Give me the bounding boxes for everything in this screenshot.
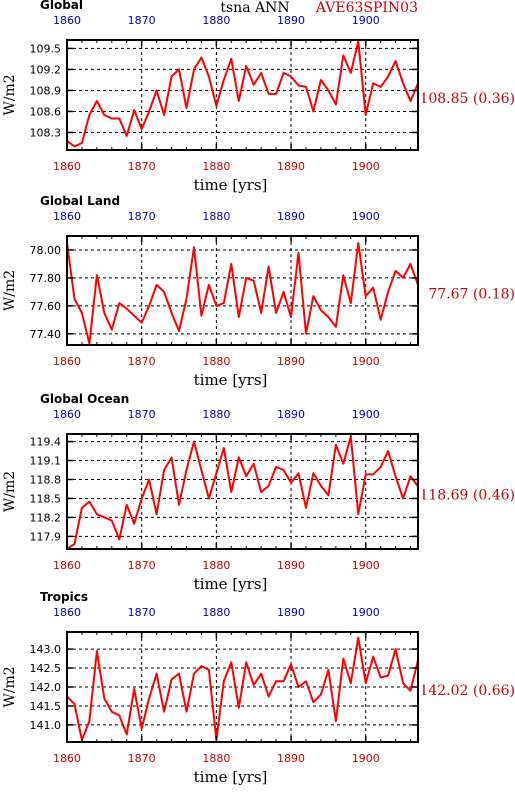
data-series-line: [66, 636, 419, 742]
y-axis-title: W/m2: [2, 270, 18, 311]
bottom-tick-label: 1890: [277, 355, 305, 368]
y-tick-label: 143.0: [30, 643, 62, 656]
top-tick-label: 1900: [352, 14, 380, 27]
y-axis-title: W/m2: [2, 666, 18, 707]
panel-title: Tropics: [40, 590, 88, 604]
figure-title: tsna ANN: [220, 0, 289, 16]
y-tick-label: 117.9: [30, 530, 62, 543]
bottom-tick-label: 1880: [202, 355, 230, 368]
run-id-label: AVE63SPIN03: [315, 0, 418, 16]
bottom-tick-label: 1890: [277, 160, 305, 173]
stats-clip-mask: [419, 481, 423, 506]
top-tick-label: 1900: [352, 210, 380, 223]
bottom-tick-label: 1880: [202, 752, 230, 765]
bottom-tick-label: 1880: [202, 559, 230, 572]
top-tick-label: 1880: [202, 210, 230, 223]
plot-frame: [66, 433, 419, 550]
top-tick-label: 1880: [202, 14, 230, 27]
top-tick-label: 1880: [202, 408, 230, 421]
data-series-line: [66, 242, 419, 345]
mean-std-label: 142.02 (0.66): [419, 683, 515, 699]
y-tick-label: 108.6: [30, 105, 62, 118]
top-tick-label: 1870: [128, 210, 156, 223]
y-tick-label: 118.5: [30, 492, 62, 505]
x-axis-title: time [yrs]: [194, 575, 268, 593]
bottom-tick-label: 1900: [352, 355, 380, 368]
top-tick-label: 1890: [277, 210, 305, 223]
bottom-tick-label: 1900: [352, 559, 380, 572]
stats-clip-mask: [419, 280, 423, 305]
top-tick-label: 1870: [128, 606, 156, 619]
y-tick-label: 119.1: [30, 455, 62, 468]
plot-frame: [66, 235, 419, 346]
panel-title: Global: [40, 0, 83, 12]
chart-panel-1: Global Land 1860 1870 1880 1890 1900 77.40 77.6…: [2, 194, 515, 389]
stats-clip-masks: [419, 85, 423, 701]
bottom-tick-label: 1860: [53, 752, 81, 765]
y-tick-label: 78.00: [30, 244, 62, 257]
chart-panel-0: Global 1860 1870 1880 1890 1900 108.3 108.6 108.…: [2, 0, 515, 194]
top-tick-label: 1860: [53, 14, 81, 27]
y-tick-label: 141.0: [30, 719, 62, 732]
y-tick-label: 77.60: [30, 300, 62, 313]
bottom-tick-label: 1880: [202, 160, 230, 173]
y-axis-title: W/m2: [2, 74, 18, 115]
x-axis-title: time [yrs]: [194, 371, 268, 389]
x-axis-title: time [yrs]: [194, 176, 268, 194]
bottom-tick-label: 1890: [277, 559, 305, 572]
bottom-tick-label: 1900: [352, 160, 380, 173]
bottom-tick-label: 1900: [352, 752, 380, 765]
y-tick-label: 118.2: [30, 511, 62, 524]
stats-clip-mask: [419, 677, 423, 701]
panel-title: Global Land: [40, 194, 120, 208]
stats-clip-mask: [419, 85, 423, 109]
top-tick-label: 1860: [53, 606, 81, 619]
panel-title: Global Ocean: [40, 392, 129, 406]
bottom-tick-label: 1860: [53, 559, 81, 572]
y-tick-label: 119.4: [30, 436, 62, 449]
data-series-line: [66, 40, 419, 148]
bottom-tick-label: 1870: [128, 160, 156, 173]
top-tick-label: 1890: [277, 14, 305, 27]
x-axis-title: time [yrs]: [194, 768, 268, 786]
top-tick-label: 1860: [53, 408, 81, 421]
top-tick-label: 1870: [128, 408, 156, 421]
y-tick-label: 118.8: [30, 473, 62, 486]
top-tick-label: 1900: [352, 408, 380, 421]
mean-std-label: 108.85 (0.36): [419, 91, 515, 107]
y-tick-label: 142.0: [30, 681, 62, 694]
top-tick-label: 1860: [53, 210, 81, 223]
y-tick-label: 108.9: [30, 84, 62, 97]
y-tick-label: 142.5: [30, 662, 62, 675]
top-tick-label: 1870: [128, 14, 156, 27]
y-axis-title: W/m2: [2, 471, 18, 512]
bottom-tick-label: 1890: [277, 752, 305, 765]
y-tick-label: 108.3: [30, 126, 62, 139]
chart-panel-2: Global Ocean 1860 1870 1880 1890 1900 117.9 118…: [2, 392, 515, 593]
y-tick-label: 77.80: [30, 272, 62, 285]
chart-panel-3: Tropics 1860 1870 1880 1890 1900 141.0 141.5 142…: [2, 590, 515, 786]
mean-std-label: 77.67 (0.18): [428, 287, 515, 303]
top-tick-label: 1890: [277, 408, 305, 421]
top-tick-label: 1890: [277, 606, 305, 619]
bottom-tick-label: 1860: [53, 355, 81, 368]
y-tick-label: 109.5: [30, 42, 62, 55]
mean-std-label: 118.69 (0.46): [419, 488, 515, 504]
top-tick-label: 1880: [202, 606, 230, 619]
y-tick-label: 109.2: [30, 63, 62, 76]
plot-frame: [66, 39, 419, 151]
bottom-tick-label: 1870: [128, 559, 156, 572]
data-series-line: [66, 435, 419, 550]
top-tick-label: 1900: [352, 606, 380, 619]
bottom-tick-label: 1860: [53, 160, 81, 173]
bottom-tick-label: 1870: [128, 752, 156, 765]
y-tick-label: 77.40: [30, 328, 62, 341]
bottom-tick-label: 1870: [128, 355, 156, 368]
y-tick-label: 141.5: [30, 700, 62, 713]
